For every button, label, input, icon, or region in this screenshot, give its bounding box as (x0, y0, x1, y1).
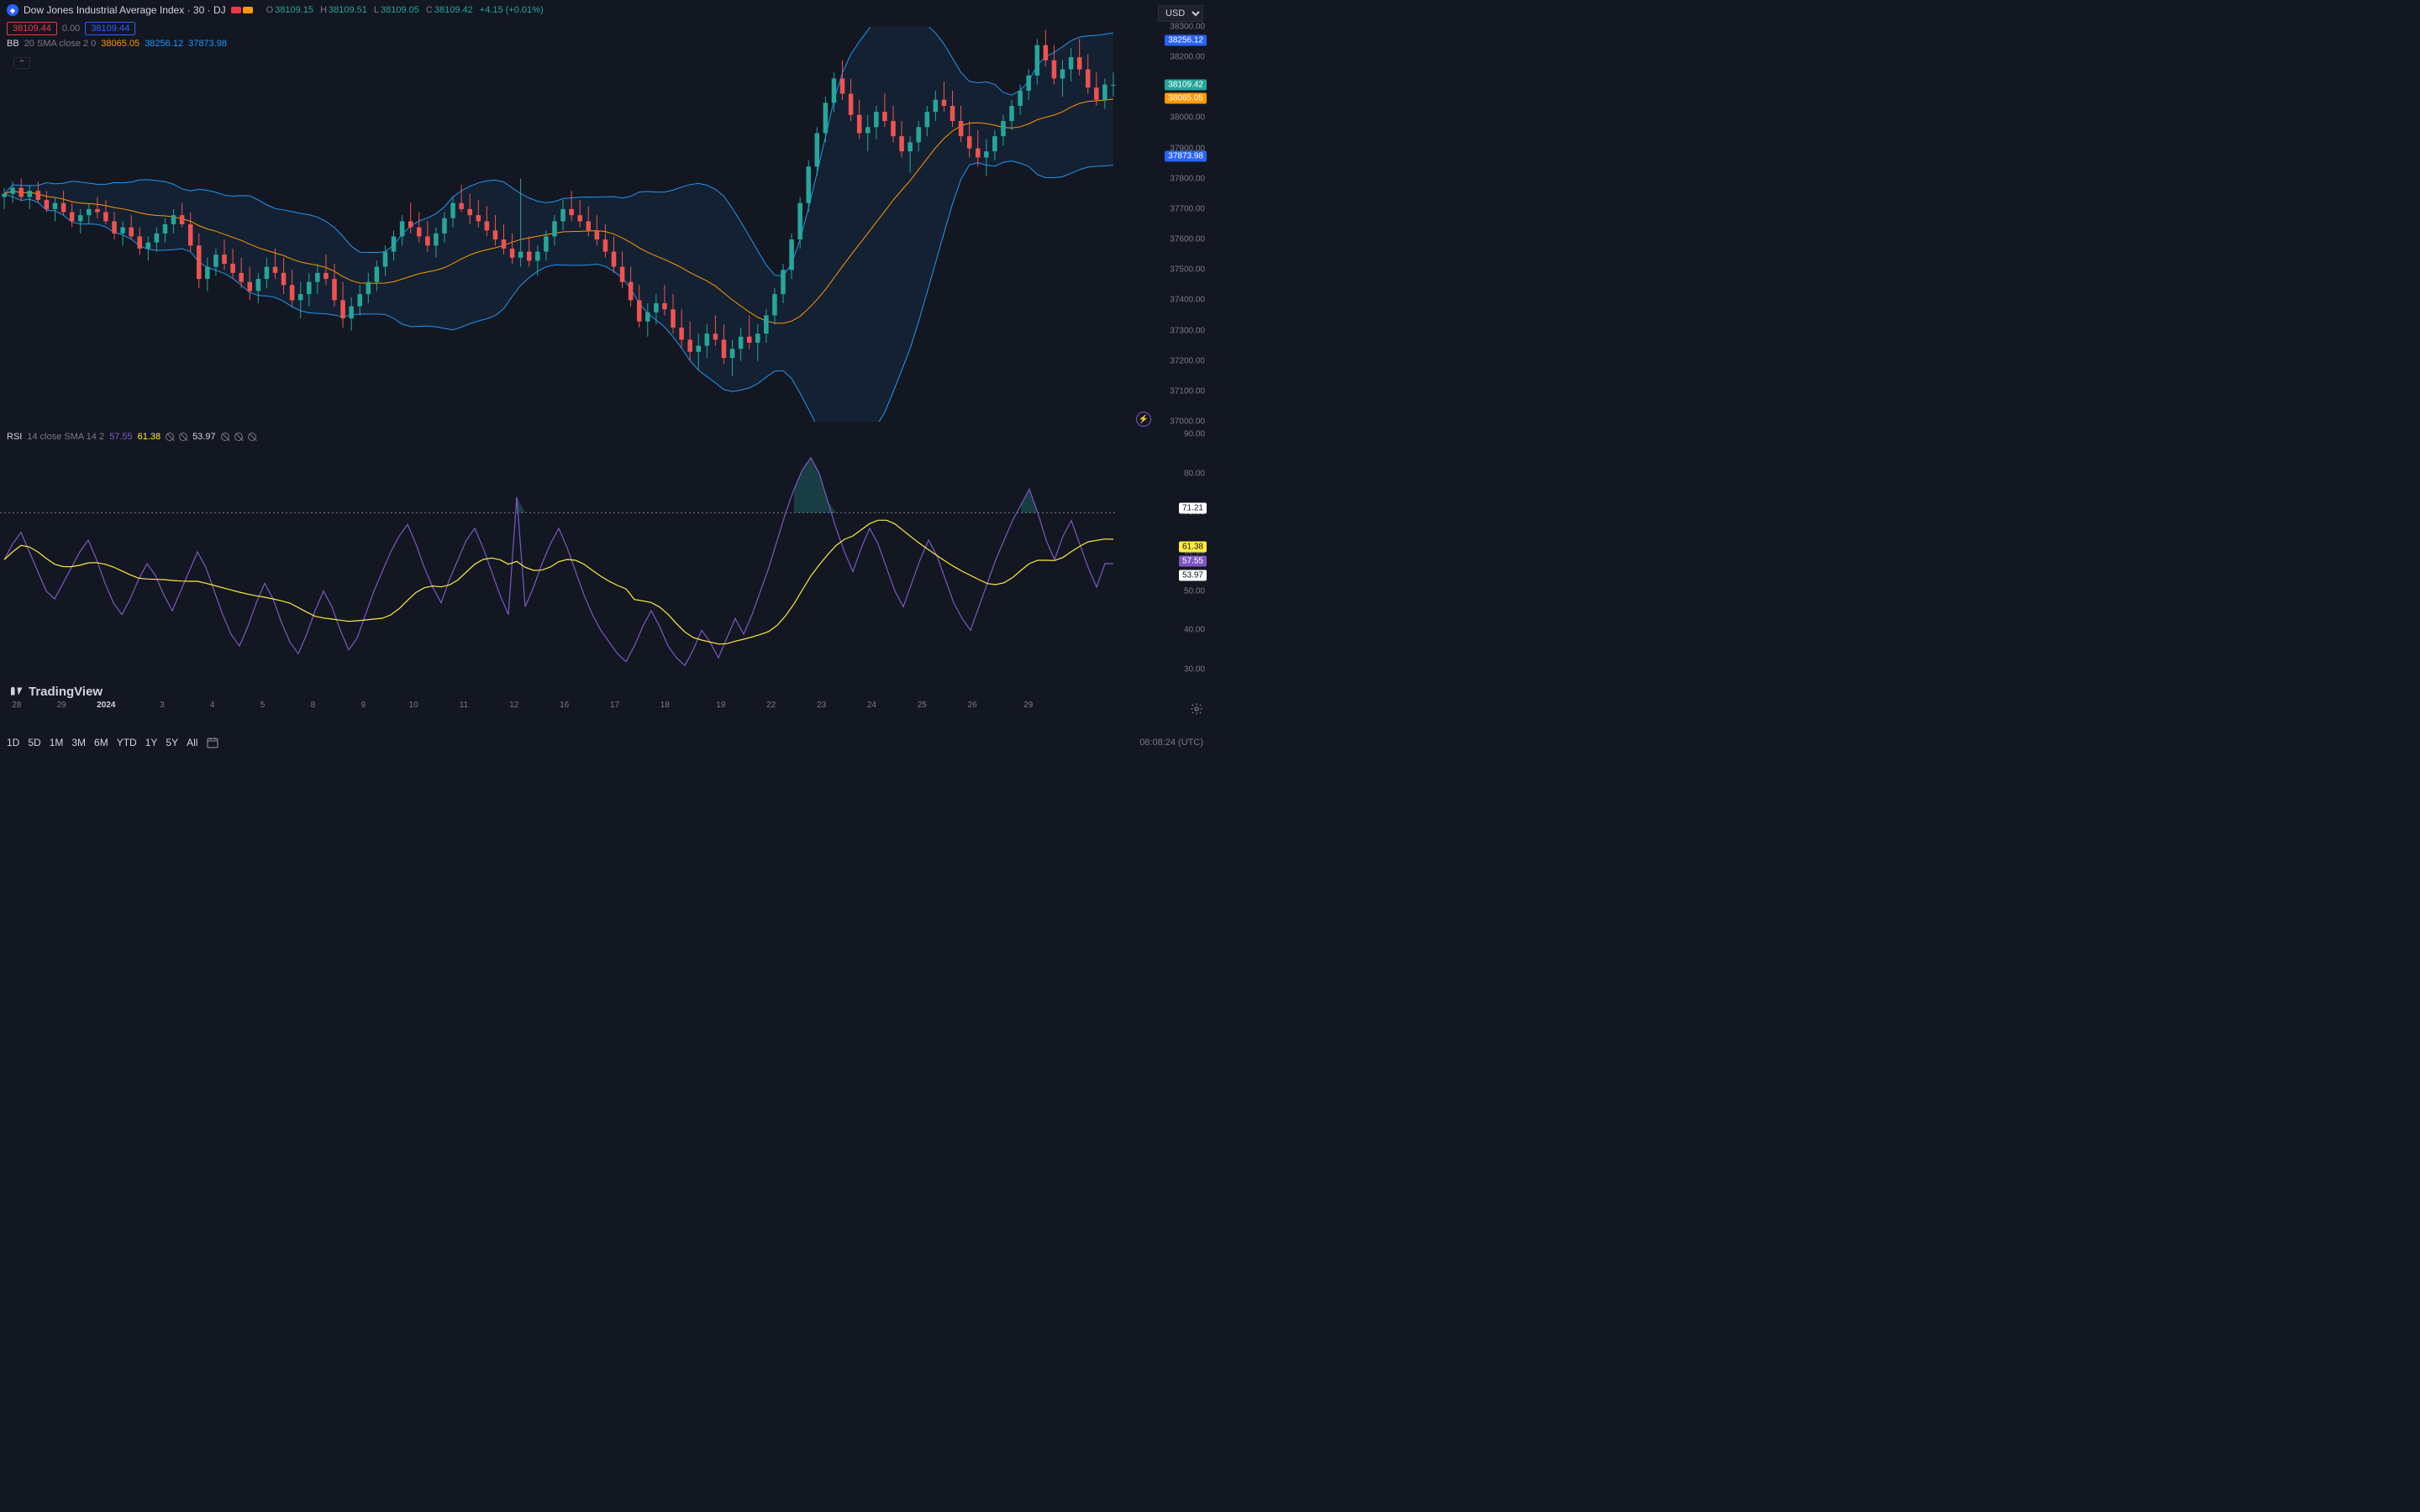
x-tick: 2024 (97, 701, 115, 710)
y-tick: 50.00 (1184, 586, 1205, 596)
x-tick: 3 (160, 701, 165, 710)
gear-icon[interactable] (1190, 702, 1203, 716)
y-tick: 37400.00 (1170, 296, 1205, 305)
rsi-tag: 57.55 (1179, 556, 1207, 567)
y-tick: 30.00 (1184, 665, 1205, 675)
clock: 08:08:24 (UTC) (1139, 738, 1203, 748)
x-tick: 23 (817, 701, 826, 710)
range-ytd[interactable]: YTD (117, 737, 137, 748)
y-tick: 80.00 (1184, 469, 1205, 478)
symbol-icon: ◆ (7, 4, 18, 16)
x-tick: 19 (716, 701, 725, 710)
rsi-tag: 53.97 (1179, 570, 1207, 581)
x-tick: 5 (260, 701, 266, 710)
disabled-icon (234, 433, 243, 441)
rsi-indicator-legend[interactable]: RSI 14 close SMA 14 2 57.55 61.38 53.97 (7, 432, 256, 442)
range-1y[interactable]: 1Y (145, 737, 158, 748)
disabled-icon (221, 433, 229, 441)
disabled-icon (166, 433, 174, 441)
currency-select[interactable]: USD (1158, 5, 1203, 22)
price-tag: 38256.12 (1165, 34, 1207, 45)
x-tick: 9 (360, 701, 366, 710)
rsi-chart[interactable]: 30.0040.0050.0060.0070.0080.0090.0071.21… (0, 434, 1160, 686)
y-tick: 37200.00 (1170, 356, 1205, 365)
chart-area: 37000.0037100.0037200.0037300.0037400.00… (0, 27, 1160, 697)
y-tick: 37800.00 (1170, 174, 1205, 183)
range-1m[interactable]: 1M (50, 737, 64, 748)
lightning-icon[interactable]: ⚡ (1136, 412, 1151, 427)
x-tick: 26 (968, 701, 977, 710)
y-tick: 37700.00 (1170, 204, 1205, 213)
range-5y[interactable]: 5Y (166, 737, 178, 748)
x-tick: 17 (610, 701, 619, 710)
x-tick: 11 (460, 701, 468, 710)
price-y-axis[interactable]: 37000.00 37100.00 37200.00 37300.00 37400.00… (1160, 27, 1210, 430)
range-5d[interactable]: 5D (28, 737, 40, 748)
y-tick: 38200.00 (1170, 53, 1205, 62)
disabled-icon (179, 433, 187, 441)
range-selector: 1D 5D 1M 3M 6M YTD 1Y 5Y All (7, 736, 219, 749)
calendar-icon[interactable] (206, 736, 219, 749)
ohlc-readout: O38109.15 H38109.51 L38109.05 C38109.42 … (266, 5, 544, 15)
x-tick: 24 (867, 701, 876, 710)
rsi-tag: 61.38 (1179, 541, 1207, 552)
x-tick: 28 (12, 701, 21, 710)
y-tick: 90.00 (1184, 430, 1205, 439)
x-tick: 16 (560, 701, 569, 710)
y-tick: 37500.00 (1170, 265, 1205, 275)
x-tick: 22 (766, 701, 776, 710)
range-3m[interactable]: 3M (71, 737, 86, 748)
chart-header: ◆ Dow Jones Industrial Average Index · 3… (0, 0, 1210, 20)
time-axis[interactable]: 28 29 2024 3 4 5 8 9 10 11 12 16 17 18 19 22 23 24 25 26 29 (0, 701, 1160, 717)
y-tick: 38300.00 (1170, 23, 1205, 32)
x-tick: 18 (660, 701, 670, 710)
y-tick: 37000.00 (1170, 417, 1205, 427)
x-tick: 29 (1023, 701, 1033, 710)
range-all[interactable]: All (187, 737, 197, 748)
market-status-pill (231, 7, 253, 13)
symbol-title[interactable]: Dow Jones Industrial Average Index · 30 … (24, 4, 226, 16)
x-tick: 25 (918, 701, 927, 710)
y-tick: 40.00 (1184, 626, 1205, 635)
x-tick: 8 (311, 701, 316, 710)
price-chart[interactable]: 37000.0037100.0037200.0037300.0037400.00… (0, 27, 1160, 430)
y-tick: 37300.00 (1170, 326, 1205, 335)
price-tag: 37873.98 (1165, 151, 1207, 162)
rsi-tag: 71.21 (1179, 502, 1207, 513)
price-tag: 38065.05 (1165, 92, 1207, 103)
range-6m[interactable]: 6M (94, 737, 108, 748)
y-tick: 38000.00 (1170, 113, 1205, 123)
x-tick: 12 (509, 701, 518, 710)
x-tick: 29 (57, 701, 66, 710)
y-tick: 37600.00 (1170, 235, 1205, 244)
y-tick: 37100.00 (1170, 386, 1205, 396)
rsi-y-axis[interactable]: 30.0040.0050.0060.0070.0080.0090.0071.21… (1160, 434, 1210, 686)
tradingview-logo: TradingView (8, 684, 103, 699)
price-tag: 38109.42 (1165, 79, 1207, 90)
x-tick: 4 (210, 701, 215, 710)
disabled-icon (248, 433, 256, 441)
x-tick: 10 (409, 701, 418, 710)
range-1d[interactable]: 1D (7, 737, 19, 748)
